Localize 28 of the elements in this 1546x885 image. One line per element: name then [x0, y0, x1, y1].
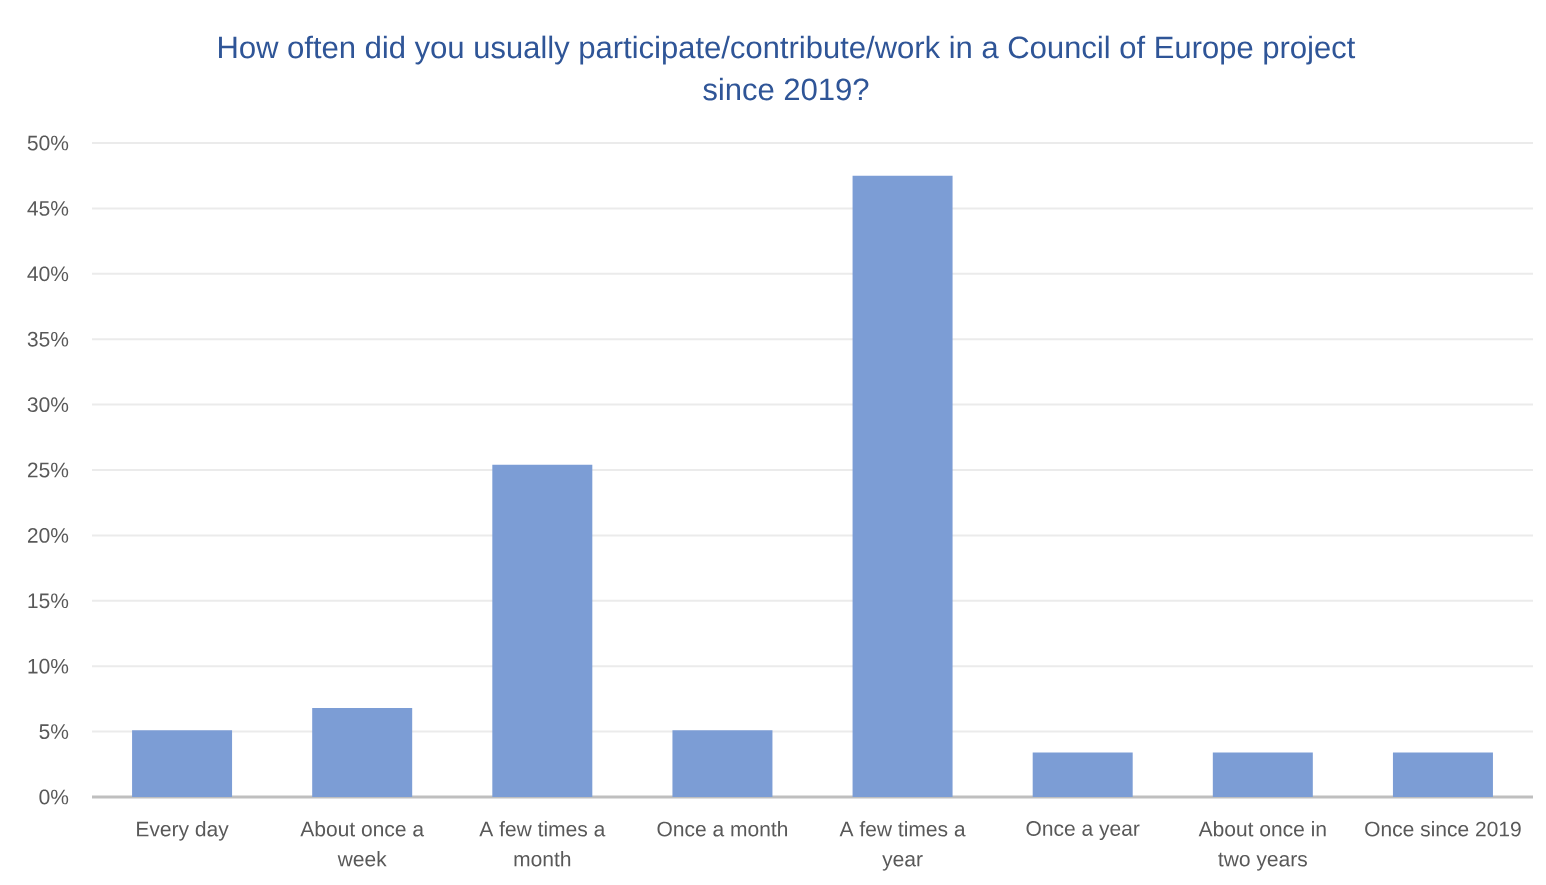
- chart-title: How often did you usually participate/contribute/work in a Council of Europe project since 2019?: [219, 35, 1356, 101]
- bar: [132, 730, 233, 797]
- y-tick-label: 0%: [39, 789, 69, 805]
- y-tick-label: 20%: [27, 527, 69, 543]
- y-tick-label: 10%: [28, 658, 69, 674]
- x-tick-label: Every day: [137, 821, 229, 841]
- x-tick-label: A few times a month: [479, 821, 606, 867]
- y-tick-label: 35%: [27, 331, 69, 347]
- x-tick-label: About once a week: [300, 821, 425, 867]
- bar: [852, 175, 953, 797]
- bar: [312, 708, 413, 797]
- x-tick-label: A few times a year: [839, 821, 966, 871]
- y-tick-label: 45%: [27, 201, 69, 216]
- x-tick-label: Once since 2019: [1365, 821, 1521, 837]
- y-tick-label: 5%: [39, 724, 69, 739]
- x-tick-label: Once a month: [657, 821, 788, 837]
- bar: [672, 730, 773, 797]
- x-tick-label: About once in two years: [1198, 821, 1326, 871]
- y-tick-label: 30%: [27, 397, 69, 413]
- bar: [492, 464, 593, 797]
- y-tick-label: 50%: [27, 135, 69, 151]
- bar: [1032, 752, 1133, 797]
- y-tick-label: 25%: [27, 462, 69, 478]
- y-tick-label: 40%: [27, 266, 69, 282]
- bar: [1212, 752, 1313, 797]
- y-tick-label: 15%: [28, 593, 69, 609]
- x-tick-label: Once a year: [1026, 821, 1140, 841]
- bar: [1392, 752, 1493, 797]
